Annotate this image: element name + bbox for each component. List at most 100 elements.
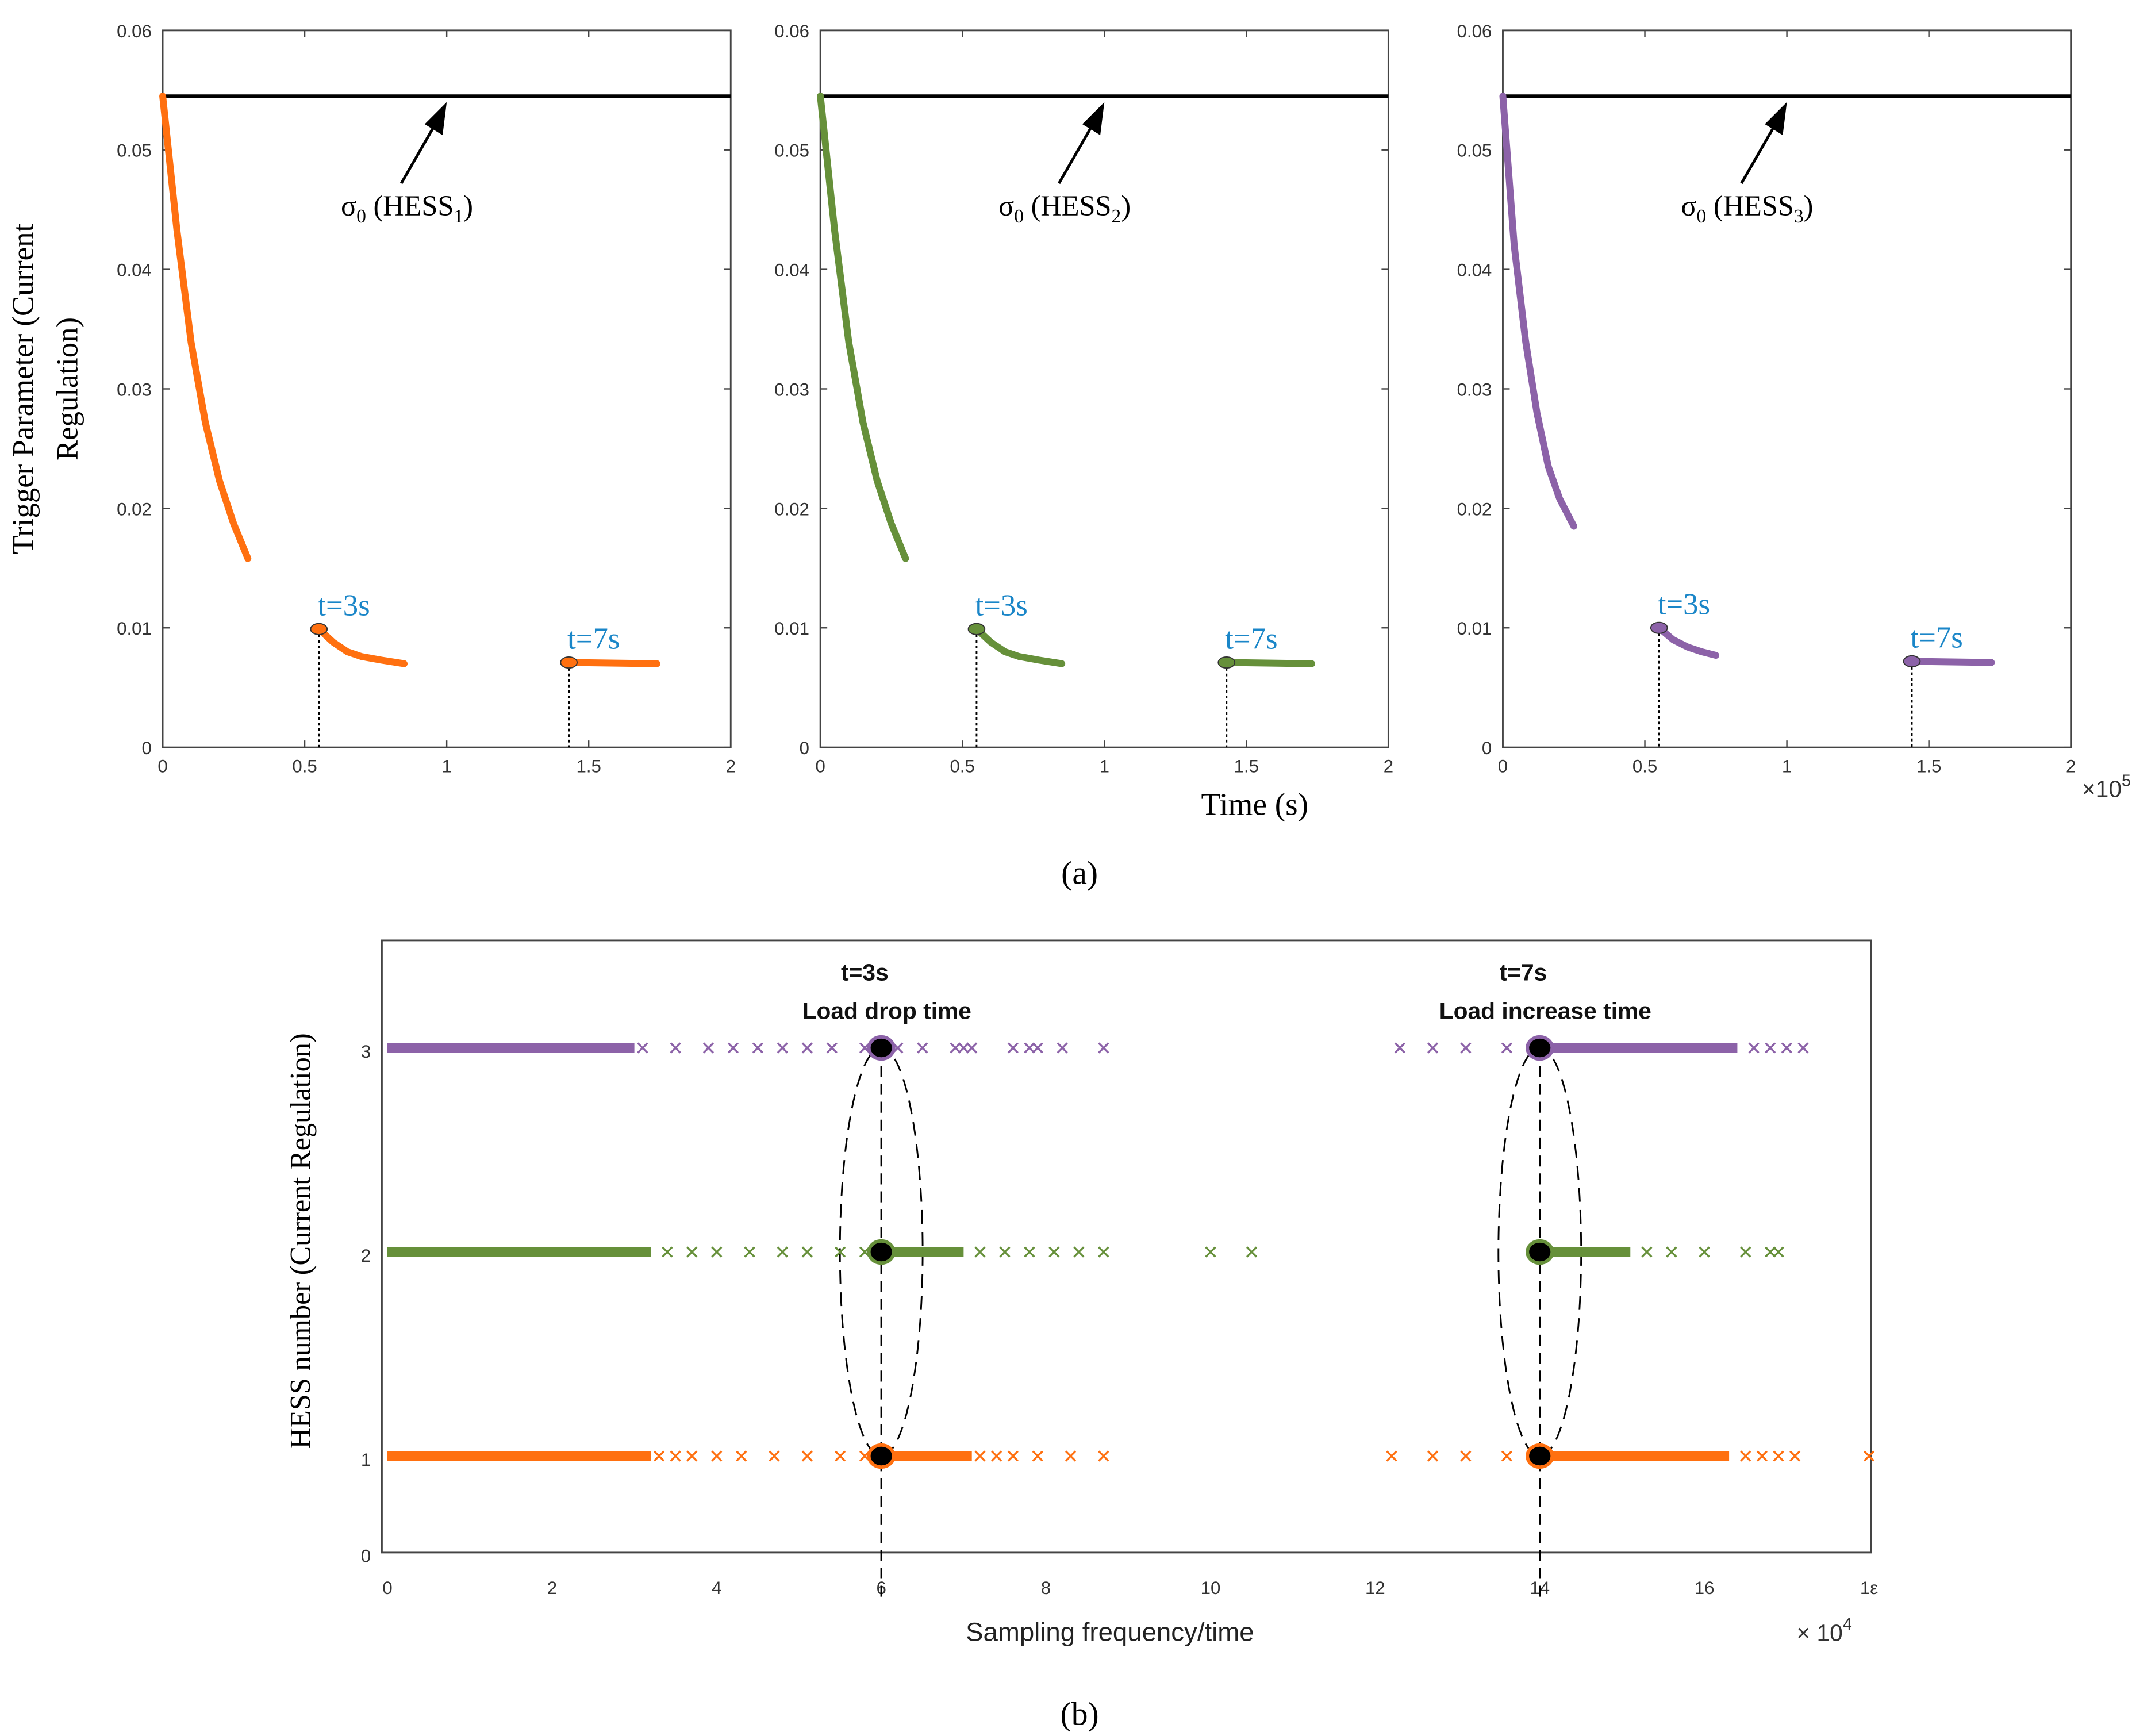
threshold-label-part: 0 xyxy=(356,206,366,227)
trigger-cross-marker xyxy=(670,1042,681,1054)
trigger-cross-marker xyxy=(686,1246,698,1258)
y-tick-label: 0.01 xyxy=(774,619,809,639)
event-point-marker xyxy=(1526,1443,1554,1469)
trigger-cross-marker xyxy=(1740,1450,1751,1462)
trigger-cross-marker xyxy=(670,1450,681,1462)
trigger-cross-marker xyxy=(1032,1042,1043,1054)
x-tick-label: 16 xyxy=(1695,1578,1715,1598)
trigger-cross-marker xyxy=(1797,1042,1809,1054)
trigger-cross-marker xyxy=(1460,1042,1472,1054)
x-multiplier: ×105 xyxy=(2082,771,2131,802)
x-tick-label: 1.5 xyxy=(1916,756,1941,776)
trigger-cross-marker xyxy=(826,1042,838,1054)
y-tick-label: 0.06 xyxy=(774,21,809,41)
y-tick-label: 0.03 xyxy=(1457,379,1492,400)
trigger-cross-marker xyxy=(1765,1246,1776,1258)
arrow-head-icon xyxy=(1765,102,1787,136)
threshold-label-part: 2 xyxy=(1112,206,1121,227)
event-marker xyxy=(1903,655,1921,668)
x-multiplier-base: ×10 xyxy=(2082,775,2122,802)
trigger-curve-segment xyxy=(1223,659,1315,667)
trigger-cross-marker xyxy=(711,1246,723,1258)
trigger-cross-marker xyxy=(702,1042,715,1054)
x-tick-label: 12 xyxy=(1365,1578,1385,1598)
trigger-curve-segment xyxy=(159,93,252,562)
x-multiplier-exp: 5 xyxy=(2122,771,2131,790)
x-tick-label: 2 xyxy=(1384,756,1393,776)
y-tick-label: 0.04 xyxy=(1457,260,1492,281)
trigger-cross-marker xyxy=(736,1450,747,1462)
y-tick-label: 2 xyxy=(361,1246,371,1266)
trigger-cross-marker xyxy=(1427,1450,1439,1462)
event-point-marker xyxy=(867,1443,896,1469)
x-axis-label: Sampling frequency/time xyxy=(966,1617,1254,1646)
arrow-head-icon xyxy=(424,102,447,136)
x-tick-label: 1 xyxy=(1100,756,1109,776)
trigger-cross-marker xyxy=(1007,1450,1019,1462)
trigger-cross-marker xyxy=(1756,1450,1768,1462)
threshold-label: σ0 (HESS1) xyxy=(341,190,473,227)
threshold-label-part: 1 xyxy=(454,206,463,227)
trigger-cross-marker xyxy=(834,1450,846,1462)
x-tick-label: 2 xyxy=(726,756,736,776)
threshold-label-part: ) xyxy=(1121,190,1131,222)
event-sublabel: Load drop time xyxy=(802,998,971,1024)
threshold-label-part: 0 xyxy=(1697,206,1707,227)
event-point-marker xyxy=(867,1035,896,1061)
trigger-cross-marker xyxy=(1098,1042,1109,1054)
x-tick-label: 0 xyxy=(815,756,825,776)
trigger-cross-marker xyxy=(777,1246,788,1258)
event-marker xyxy=(560,656,578,669)
y-tick-label: 0.05 xyxy=(774,141,809,161)
event-point-marker xyxy=(1526,1239,1554,1265)
trigger-cross-marker xyxy=(974,1450,986,1462)
y-tick-label: 0.01 xyxy=(117,619,152,639)
trigger-curve-segment xyxy=(1908,658,1995,666)
y-tick-label: 0.05 xyxy=(1457,141,1492,161)
y-tick-label: 0 xyxy=(142,738,152,758)
y-tick-label: 0.04 xyxy=(774,260,809,281)
threshold-label-part: ) xyxy=(463,190,473,222)
trigger-cross-marker xyxy=(966,1042,978,1054)
threshold-label-part: ) xyxy=(1804,190,1814,222)
x-tick-label: 0 xyxy=(382,1578,392,1598)
x-axis-label: Time (s) xyxy=(1201,787,1308,822)
trigger-cross-marker xyxy=(1501,1042,1513,1054)
threshold-label-part: 0 xyxy=(1014,206,1024,227)
trigger-cross-marker xyxy=(917,1042,928,1054)
event-label: t=3s xyxy=(975,589,1027,622)
trigger-curve-segment xyxy=(565,659,660,667)
x-tick-label: 10 xyxy=(1201,1578,1221,1598)
x-multiplier-base: × 10 xyxy=(1796,1619,1842,1646)
arrow-head-icon xyxy=(1082,102,1105,136)
trigger-cross-marker xyxy=(1773,1246,1784,1258)
axes-box xyxy=(819,29,1389,748)
trigger-cross-marker xyxy=(777,1042,788,1054)
x-tick-label: 0.5 xyxy=(1632,756,1657,776)
trigger-cross-marker xyxy=(1065,1450,1077,1462)
trigger-cross-marker xyxy=(834,1246,846,1258)
y-tick-label: 0 xyxy=(361,1546,371,1566)
x-tick-label: 0.5 xyxy=(950,756,975,776)
trigger-cross-marker xyxy=(991,1450,1002,1462)
trigger-cross-marker xyxy=(1666,1246,1677,1258)
y-tick-label: 0 xyxy=(1482,738,1492,758)
x-tick-label: 0.5 xyxy=(292,756,317,776)
x-tick-label: 1 xyxy=(1782,756,1792,776)
trigger-cross-marker xyxy=(769,1450,780,1462)
threshold-label-part: (HESS xyxy=(1024,190,1112,222)
x-multiplier-exp: 4 xyxy=(1843,1615,1852,1634)
y-tick-label: 0.03 xyxy=(117,379,152,400)
x-tick-label: 1 xyxy=(441,756,451,776)
trigger-cross-marker xyxy=(1765,1042,1776,1054)
threshold-label-part: (HESS xyxy=(1706,190,1794,222)
trigger-cross-marker xyxy=(950,1042,961,1054)
trigger-cross-marker xyxy=(686,1450,698,1462)
trigger-cross-marker xyxy=(727,1042,739,1054)
trigger-cross-marker xyxy=(1789,1450,1801,1462)
threshold-label-part: σ xyxy=(1681,190,1696,222)
